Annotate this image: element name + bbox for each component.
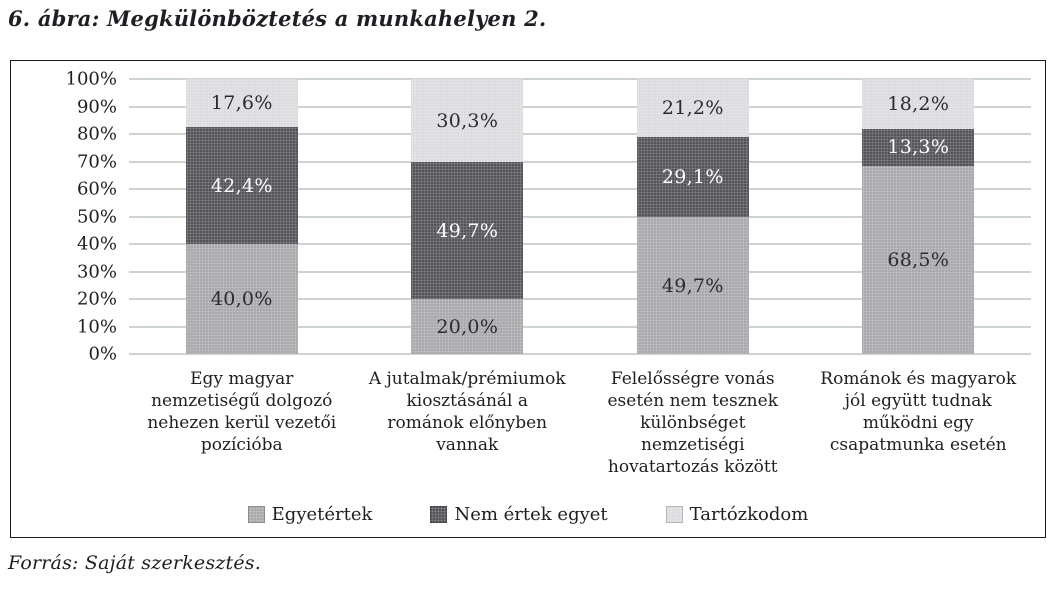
x-axis-labels: Egy magyar nemzetiségű dolgozó nehezen k… — [129, 368, 1031, 478]
y-axis-tick: 0% — [88, 343, 117, 365]
value-label: 42,4% — [210, 174, 273, 197]
plot-area: 40,0% 42,4% 17,6% 20,0% 49,7% 30,3% 49,7% 29,1%… — [129, 78, 1031, 355]
gridline — [129, 271, 1031, 272]
gridline — [129, 243, 1031, 245]
y-axis-tick: 60% — [76, 178, 117, 200]
bar-segment: 17,6% — [185, 79, 298, 128]
plot-row: 100% 90% 80% 70% 60% 50% 40% 30% 20% 10% 0% 40,0% 4… — [11, 69, 1045, 365]
gridline — [129, 216, 1031, 217]
y-axis-tick: 90% — [76, 96, 117, 117]
bars-row: 40,0% 42,4% 17,6% 20,0% 49,7% 30,3% 49,7% 29,1%… — [129, 79, 1031, 354]
bar-segment: 49,7% — [411, 162, 524, 299]
source-note: Forrás: Saját szerkesztés. — [8, 552, 261, 574]
legend-item: Tartózkodom — [665, 504, 809, 525]
gridline — [129, 353, 1031, 355]
value-label: 21,2% — [661, 97, 724, 120]
bar-segment: 13,3% — [862, 129, 975, 166]
bar-slot-1: 40,0% 42,4% 17,6% — [129, 79, 355, 354]
y-axis-tick: 50% — [76, 206, 117, 227]
gridline — [129, 161, 1031, 162]
bar-segment: 49,7% — [636, 217, 749, 354]
value-label: 68,5% — [887, 248, 950, 271]
bar-segment: 68,5% — [862, 165, 975, 354]
bar-segment: 21,2% — [636, 79, 749, 138]
legend: Egyetértek Nem értek egyet Tartózkodom — [11, 504, 1045, 525]
legend-label: Tartózkodom — [689, 504, 809, 525]
legend-swatch — [665, 506, 683, 523]
bar-segment: 30,3% — [411, 79, 524, 163]
stacked-bar-3: 49,7% 29,1% 21,2% — [636, 79, 749, 354]
bar-slot-3: 49,7% 29,1% 21,2% — [580, 79, 806, 354]
legend-label: Nem értek egyet — [454, 504, 608, 525]
y-axis-tick: 100% — [65, 68, 117, 90]
legend-item: Nem értek egyet — [430, 504, 608, 525]
category-label: A jutalmak/prémiumok kiosztásánál a romá… — [368, 369, 566, 455]
category-label: Egy magyar nemzetiségű dolgozó nehezen k… — [147, 369, 337, 455]
figure-title: 6. ábra: Megkülönböztetés a munkahelyen … — [8, 6, 547, 31]
bar-segment: 29,1% — [636, 137, 749, 218]
value-label: 49,7% — [436, 219, 499, 242]
y-axis-tick: 80% — [76, 123, 117, 145]
bar-segment: 42,4% — [185, 127, 298, 244]
gridline — [129, 133, 1031, 135]
bar-segment: 18,2% — [862, 79, 975, 130]
y-axis-tick: 30% — [76, 261, 117, 282]
bar-slot-2: 20,0% 49,7% 30,3% — [355, 79, 581, 354]
gridline — [129, 298, 1031, 300]
legend-swatch — [247, 506, 265, 523]
y-axis-tick: 40% — [76, 233, 117, 255]
stacked-bar-2: 20,0% 49,7% 30,3% — [411, 79, 524, 354]
y-axis-tick: 20% — [76, 288, 117, 310]
y-axis-tick: 10% — [76, 316, 117, 337]
gridline — [129, 326, 1031, 327]
legend-label: Egyetértek — [271, 504, 373, 525]
value-label: 29,1% — [661, 166, 724, 189]
bar-segment: 20,0% — [411, 299, 524, 354]
stacked-bar-4: 68,5% 13,3% 18,2% — [862, 79, 975, 354]
gridline — [129, 106, 1031, 107]
value-label: 17,6% — [210, 92, 273, 115]
value-label: 49,7% — [661, 274, 724, 297]
value-label: 30,3% — [436, 109, 499, 132]
gridline — [129, 188, 1031, 190]
category-label: Románok és magyarok jól együtt tudnak mű… — [820, 369, 1017, 455]
value-label: 13,3% — [887, 136, 950, 159]
stacked-bar-1: 40,0% 42,4% 17,6% — [185, 79, 298, 354]
legend-swatch — [430, 506, 448, 523]
chart-area: 100% 90% 80% 70% 60% 50% 40% 30% 20% 10% 0% 40,0% 4… — [10, 60, 1046, 538]
value-label: 20,0% — [436, 315, 499, 338]
category-label: Felelősségre vonás esetén nem tesznek kü… — [607, 369, 778, 477]
value-label: 40,0% — [210, 288, 273, 310]
legend-item: Egyetértek — [247, 504, 373, 525]
bar-slot-4: 68,5% 13,3% 18,2% — [806, 79, 1032, 354]
y-axis: 100% 90% 80% 70% 60% 50% 40% 30% 20% 10% 0% — [11, 69, 129, 365]
value-label: 18,2% — [887, 93, 950, 116]
bar-segment: 40,0% — [185, 244, 298, 354]
gridline — [129, 78, 1031, 80]
y-axis-tick: 70% — [76, 151, 117, 172]
